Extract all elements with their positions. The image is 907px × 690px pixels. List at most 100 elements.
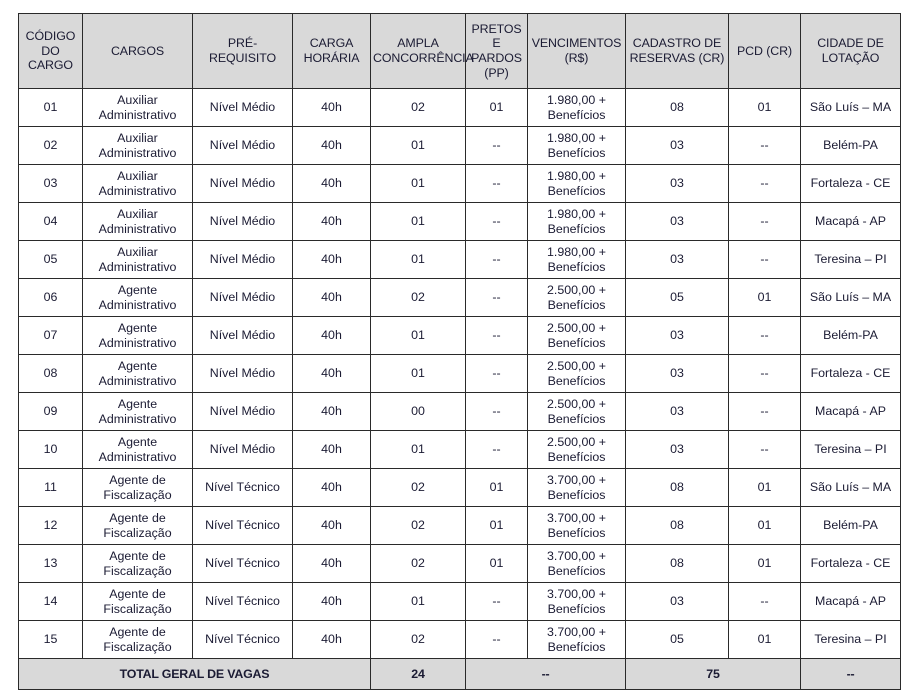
cell-line: Fiscalização: [103, 601, 172, 616]
cell-pretos-e-pardos: 01: [465, 88, 528, 127]
cell-codigo: 06: [18, 278, 83, 317]
cell-codigo: 01: [18, 88, 83, 127]
cell-line: Benefícios: [547, 259, 606, 274]
cell-codigo: 05: [18, 240, 83, 279]
cell-line: 1.980,00 +: [547, 206, 606, 221]
cell-pretos-e-pardos: --: [465, 392, 528, 431]
vacancy-table: CÓDIGO DO CARGO CARGOS PRÉ-REQUISITO CAR…: [18, 13, 901, 690]
cell-line: Auxiliar: [117, 92, 158, 107]
header-cell-vencimentos: VENCIMENTOS (R$): [527, 13, 626, 89]
header-cell-codigo-do-cargo: CÓDIGO DO CARGO: [18, 13, 83, 89]
cell-pcd: --: [728, 202, 801, 241]
header-line: (R$): [564, 51, 589, 65]
cell-vencimentos: 1.980,00 + Benefícios: [527, 126, 626, 165]
cell-codigo: 03: [18, 164, 83, 203]
cell-cargo: Agente Administrativo: [82, 278, 193, 317]
cell-pretos-e-pardos: --: [465, 316, 528, 355]
cell-cargo: Agente de Fiscalização: [82, 468, 193, 507]
cell-cadastro-de-reservas: 03: [625, 202, 729, 241]
cell-line: Administrativo: [98, 107, 177, 122]
total-row: TOTAL GERAL DE VAGAS 24 -- 75 --: [18, 658, 901, 690]
table-row: 13 Agente de Fiscalização Nível Técnico 40h 0…: [18, 544, 901, 583]
cell-carga-horaria: 40h: [292, 620, 371, 659]
cell-line: 3.700,00 +: [547, 548, 606, 563]
cell-pcd: --: [728, 164, 801, 203]
cell-line: Fiscalização: [103, 487, 172, 502]
cell-line: Agente: [117, 396, 158, 411]
cell-line: Agente de: [109, 624, 166, 639]
cell-codigo: 12: [18, 506, 83, 545]
cell-line: 2.500,00 +: [547, 396, 606, 411]
table-row: 07 Agente Administrativo Nível Médio 40h 01 --…: [18, 316, 901, 355]
cell-vencimentos: 3.700,00 + Benefícios: [527, 620, 626, 659]
header-cell-cargos: CARGOS: [82, 13, 193, 89]
cell-line: Administrativo: [98, 259, 177, 274]
cell-pre-requisito: Nível Médio: [192, 202, 293, 241]
cell-vencimentos: 1.980,00 + Benefícios: [527, 164, 626, 203]
cell-line: Agente de: [109, 510, 166, 525]
cell-codigo: 08: [18, 354, 83, 393]
total-pcd: --: [800, 658, 901, 690]
cell-pcd: --: [728, 240, 801, 279]
cell-pre-requisito: Nível Médio: [192, 88, 293, 127]
cell-cargo: Auxiliar Administrativo: [82, 126, 193, 165]
cell-cargo: Agente de Fiscalização: [82, 544, 193, 583]
cell-codigo: 11: [18, 468, 83, 507]
header-line: (PP): [484, 65, 509, 80]
cell-cadastro-de-reservas: 08: [625, 88, 729, 127]
cell-ampla-concorrencia: 01: [370, 316, 466, 355]
cell-line: 3.700,00 +: [547, 624, 606, 639]
cell-cadastro-de-reservas: 03: [625, 430, 729, 469]
cell-ampla-concorrencia: 02: [370, 88, 466, 127]
header-line: CIDADE DE: [817, 36, 884, 51]
cell-line: Administrativo: [98, 373, 177, 388]
cell-vencimentos: 1.980,00 + Benefícios: [527, 88, 626, 127]
table-row: 06 Agente Administrativo Nível Médio 40h 02 --…: [18, 278, 901, 317]
cell-cidade-de-lotacao: Fortaleza - CE: [800, 354, 901, 393]
cell-carga-horaria: 40h: [292, 240, 371, 279]
cell-vencimentos: 2.500,00 + Benefícios: [527, 278, 626, 317]
cell-codigo: 14: [18, 582, 83, 621]
cell-pre-requisito: Nível Médio: [192, 316, 293, 355]
cell-line: 3.700,00 +: [547, 510, 606, 525]
cell-codigo: 09: [18, 392, 83, 431]
header-line: PCD (CR): [737, 43, 792, 58]
cell-codigo: 04: [18, 202, 83, 241]
cell-carga-horaria: 40h: [292, 202, 371, 241]
cell-line: Administrativo: [98, 335, 177, 350]
cell-cidade-de-lotacao: Fortaleza - CE: [800, 544, 901, 583]
cell-line: Agente: [117, 434, 158, 449]
cell-pretos-e-pardos: --: [465, 240, 528, 279]
cell-cargo: Agente Administrativo: [82, 316, 193, 355]
cell-pcd: 01: [728, 468, 801, 507]
cell-cidade-de-lotacao: Belém-PA: [800, 506, 901, 545]
header-line: DO: [41, 43, 60, 58]
cell-codigo: 13: [18, 544, 83, 583]
header-line: CARGA: [309, 36, 354, 51]
cell-cidade-de-lotacao: São Luís – MA: [800, 88, 901, 127]
cell-pre-requisito: Nível Técnico: [192, 506, 293, 545]
cell-cadastro-de-reservas: 05: [625, 278, 729, 317]
cell-pcd: 01: [728, 88, 801, 127]
cell-pretos-e-pardos: 01: [465, 468, 528, 507]
cell-line: Fiscalização: [103, 525, 172, 540]
table-row: 10 Agente Administrativo Nível Médio 40h 01 --…: [18, 430, 901, 469]
cell-pretos-e-pardos: --: [465, 202, 528, 241]
cell-cadastro-de-reservas: 03: [625, 126, 729, 165]
cell-line: Fiscalização: [103, 563, 172, 578]
header-line: E: [492, 36, 501, 51]
cell-cargo: Agente Administrativo: [82, 354, 193, 393]
cell-codigo: 15: [18, 620, 83, 659]
cell-line: Benefícios: [547, 107, 606, 122]
total-cadastro-de-reservas: 75: [625, 658, 801, 690]
vacancy-table-container: CÓDIGO DO CARGO CARGOS PRÉ-REQUISITO CAR…: [18, 13, 901, 690]
cell-line: Benefícios: [547, 221, 606, 236]
cell-line: Benefícios: [547, 183, 606, 198]
cell-line: Auxiliar: [117, 206, 158, 221]
table-row: 09 Agente Administrativo Nível Médio 40h 00 --…: [18, 392, 901, 431]
table-row: 11 Agente de Fiscalização Nível Técnico 40h 0…: [18, 468, 901, 507]
cell-line: Auxiliar: [117, 130, 158, 145]
cell-line: Benefícios: [547, 145, 606, 160]
cell-cargo: Auxiliar Administrativo: [82, 240, 193, 279]
cell-vencimentos: 3.700,00 + Benefícios: [527, 468, 626, 507]
